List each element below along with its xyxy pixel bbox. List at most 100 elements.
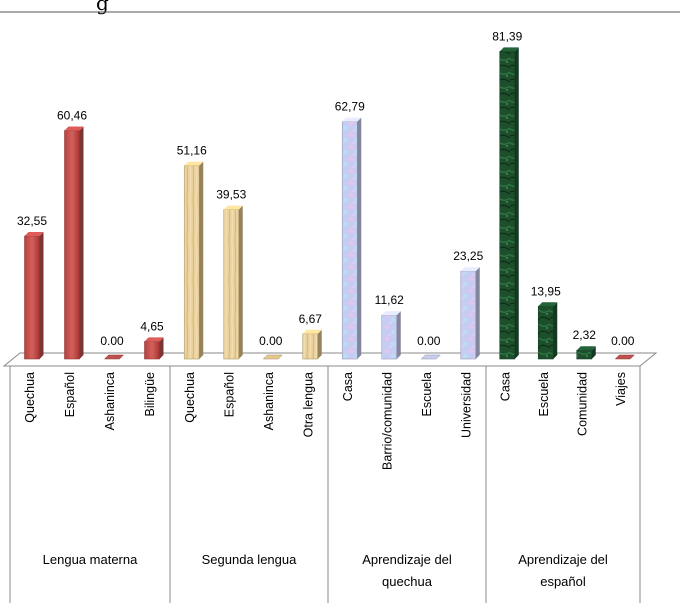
value-label: 0.00 [259,334,283,348]
bar-front [24,235,40,360]
value-label: 6,67 [299,312,323,326]
bar [537,302,558,360]
bar-side [39,231,44,359]
header-fragment: g [96,0,109,15]
group-label: Aprendizaje del [362,552,452,567]
category-tick-label: Bilingüe [143,372,157,417]
group-label: español [540,574,586,589]
bar-side [238,205,243,359]
bar-zero [262,354,283,360]
group-labels-layer: Lengua materna Segunda lengua Aprendizaje … [43,552,608,589]
bar-top [24,231,44,236]
value-label: 32,55 [17,214,47,228]
bar [341,117,362,360]
bar-zero [614,354,635,360]
value-label: 0.00 [100,334,124,348]
group-label: Lengua materna [43,552,138,567]
category-tick-label: Barrio/comunidad [380,372,394,470]
bar [420,354,441,360]
value-label: 51,16 [177,144,207,158]
bar-front [537,305,554,360]
category-tick-label: Escuela [537,372,551,417]
bar [302,329,322,360]
bar [223,205,243,360]
bar [576,346,596,360]
bar-side [396,311,401,359]
bar [64,126,84,360]
bar-front [341,121,358,360]
category-tick-label: Quechua [183,372,197,423]
category-tick-label: Universidad [459,372,473,438]
bar [24,231,44,360]
bar-top [538,302,558,307]
bar-top [302,329,322,334]
bar [183,161,204,360]
value-label: 2,32 [573,328,597,342]
bar [381,311,401,360]
group-label: Aprendizaje del [518,552,608,567]
bar-front [183,165,200,360]
bar-top [576,346,596,351]
value-label: 39,53 [216,188,246,202]
category-tick-label: Otra lengua [301,372,315,437]
category-tick-label: Ashaninca [262,372,276,430]
bar-top [223,205,243,210]
bar-front [381,314,398,360]
value-label: 11,62 [375,293,404,307]
bar-front [223,209,240,360]
bar-front [64,130,80,360]
value-label: 13,95 [531,284,561,298]
bar-top [342,117,362,122]
category-tick-label: Ashaninca [103,372,117,430]
bar-zero [420,354,441,360]
category-axis-table [9,365,641,603]
bar-side [553,302,558,359]
category-tick-label: Viajes [614,372,628,406]
bar-front [499,51,516,360]
bar [460,267,480,360]
bar-top [64,126,84,131]
bar-side [159,337,164,359]
category-tick-label: Comunidad [575,372,589,436]
category-tick-label: Casa [498,372,512,401]
bar-front [302,333,319,360]
bar-top [460,267,480,272]
category-tick-label: Español [222,372,236,417]
bar-top [184,161,204,166]
bar [262,354,283,360]
bar-front [576,349,593,360]
bar [103,354,125,360]
value-labels-layer: 32,55 60,46 0.00 4,65 51,16 39,53 0.00 6,67 62,7… [17,29,635,348]
bar [144,337,164,360]
bar-front [144,341,160,360]
bar-side [475,267,480,359]
bar-zero [103,354,125,360]
value-label: 4,65 [140,319,164,333]
bar [614,354,635,360]
value-label: 62,79 [335,100,365,114]
value-label: 0.00 [417,334,441,348]
bar-side [514,47,519,360]
value-label: 81,39 [492,29,522,43]
bar-top [144,337,164,342]
bars-layer [24,47,635,360]
bar-side [357,117,362,359]
tick-labels-layer: Quechua Español Ashaninca Bilingüe Quechua Es… [23,372,628,470]
category-tick-label: Quechua [23,372,37,423]
bar [499,47,519,360]
group-label: quechua [382,574,433,589]
bar-side [79,126,84,359]
bar-side [591,346,596,359]
group-label: Segunda lengua [202,552,297,567]
category-tick-label: Escuela [420,372,434,417]
bar-top [499,47,519,52]
value-label: 23,25 [453,249,483,263]
bar-side [317,329,322,359]
bar-top [381,311,401,316]
bar-front [460,270,477,360]
bar-side [199,161,204,359]
value-label: 60,46 [57,108,87,122]
category-tick-label: Casa [341,372,355,401]
